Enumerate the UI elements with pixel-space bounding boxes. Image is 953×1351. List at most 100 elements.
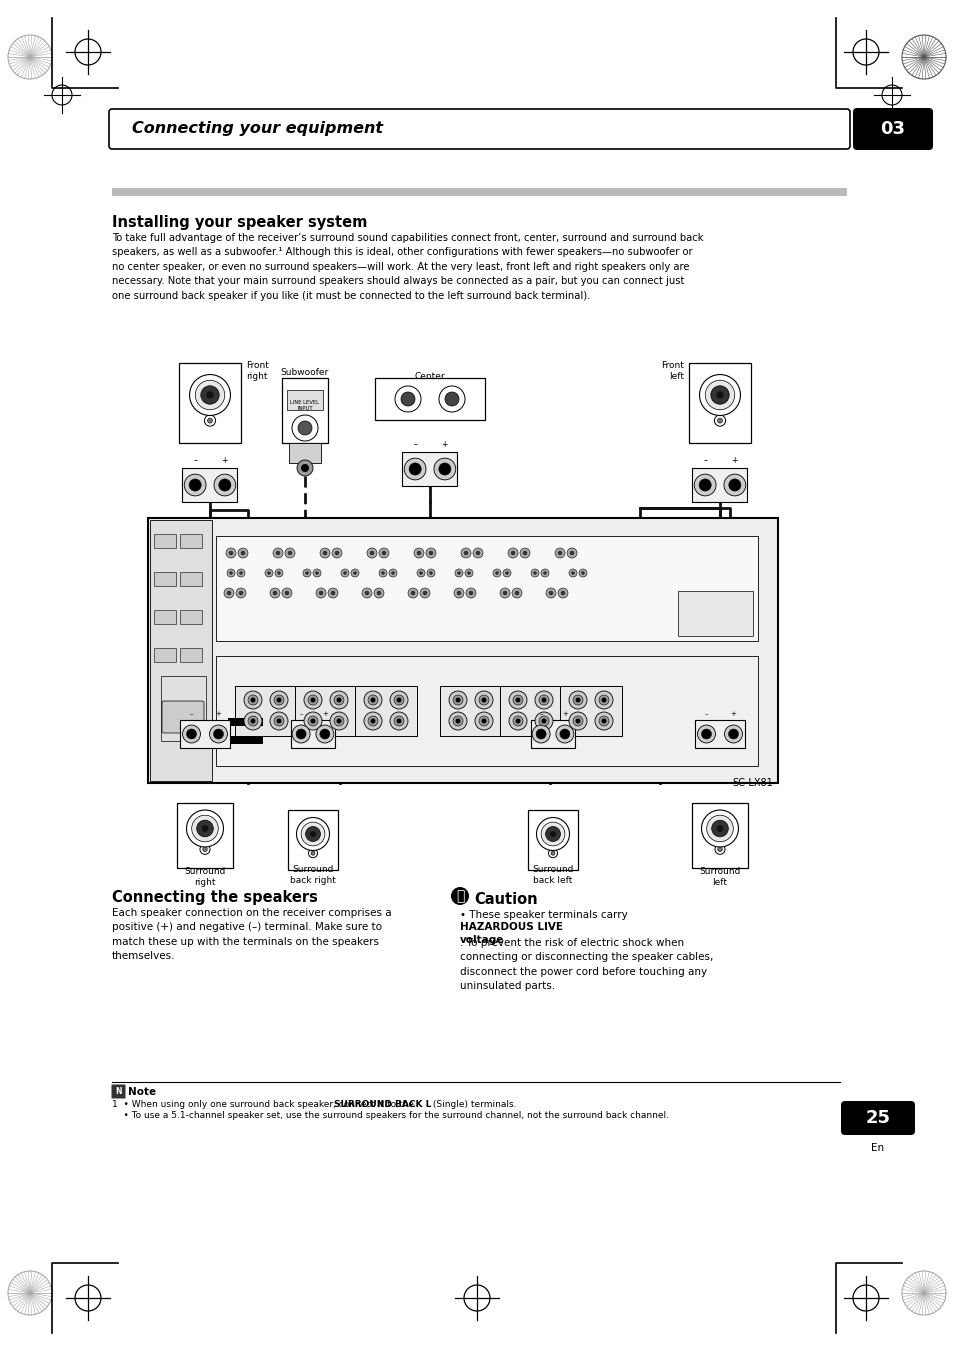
Circle shape xyxy=(468,590,473,596)
Circle shape xyxy=(509,712,526,730)
Bar xyxy=(179,363,241,443)
Text: Surround
back left: Surround back left xyxy=(532,865,573,885)
Circle shape xyxy=(456,590,460,596)
Circle shape xyxy=(481,719,486,724)
Bar xyxy=(282,378,328,443)
Bar xyxy=(161,676,206,740)
Circle shape xyxy=(204,415,215,426)
Circle shape xyxy=(310,719,315,724)
Circle shape xyxy=(284,590,289,596)
Text: Surround
back right: Surround back right xyxy=(290,865,335,885)
Circle shape xyxy=(389,569,396,577)
Circle shape xyxy=(601,719,606,724)
Circle shape xyxy=(408,588,417,598)
Circle shape xyxy=(213,474,235,496)
Circle shape xyxy=(244,712,262,730)
Bar xyxy=(289,443,320,463)
Circle shape xyxy=(218,478,231,492)
Circle shape xyxy=(475,690,493,709)
Circle shape xyxy=(213,730,223,739)
Circle shape xyxy=(296,459,313,476)
Bar xyxy=(527,811,578,870)
Circle shape xyxy=(545,827,559,842)
Circle shape xyxy=(318,590,323,596)
Circle shape xyxy=(270,690,288,709)
Circle shape xyxy=(267,571,271,574)
Circle shape xyxy=(568,690,586,709)
Text: To take full advantage of the receiver’s surround sound capabilities connect fro: To take full advantage of the receiver’s… xyxy=(112,232,702,301)
Circle shape xyxy=(449,690,467,709)
Circle shape xyxy=(502,569,511,577)
Circle shape xyxy=(464,569,473,577)
Circle shape xyxy=(274,694,284,705)
Circle shape xyxy=(334,694,344,705)
FancyBboxPatch shape xyxy=(112,1085,126,1098)
Circle shape xyxy=(481,697,486,703)
Circle shape xyxy=(274,716,284,725)
Bar xyxy=(287,390,323,409)
Circle shape xyxy=(538,716,548,725)
Text: +: + xyxy=(215,711,221,717)
Text: –: – xyxy=(702,457,706,465)
Circle shape xyxy=(416,551,421,555)
Circle shape xyxy=(331,590,335,596)
Text: +: + xyxy=(221,457,228,465)
Circle shape xyxy=(195,380,225,409)
Circle shape xyxy=(453,716,462,725)
Circle shape xyxy=(568,569,577,577)
Bar xyxy=(112,188,846,196)
Circle shape xyxy=(455,697,460,703)
Circle shape xyxy=(292,725,310,743)
Circle shape xyxy=(548,848,557,858)
Circle shape xyxy=(276,697,281,703)
Circle shape xyxy=(394,716,403,725)
Circle shape xyxy=(411,590,415,596)
Bar xyxy=(180,648,202,662)
Circle shape xyxy=(336,697,341,703)
Bar xyxy=(150,520,212,781)
Text: +: + xyxy=(441,440,448,449)
Circle shape xyxy=(376,590,381,596)
Circle shape xyxy=(558,551,561,555)
Circle shape xyxy=(513,716,522,725)
Text: –: – xyxy=(193,457,197,465)
Circle shape xyxy=(575,697,579,703)
Circle shape xyxy=(422,590,427,596)
Circle shape xyxy=(378,549,389,558)
Circle shape xyxy=(374,588,384,598)
Circle shape xyxy=(196,820,213,836)
Circle shape xyxy=(274,569,283,577)
Circle shape xyxy=(704,380,734,409)
Circle shape xyxy=(573,716,582,725)
Circle shape xyxy=(418,571,422,574)
Circle shape xyxy=(723,725,741,743)
Text: –: – xyxy=(190,711,193,717)
Circle shape xyxy=(427,569,435,577)
Circle shape xyxy=(203,847,207,851)
Circle shape xyxy=(454,588,463,598)
Circle shape xyxy=(201,825,208,832)
Circle shape xyxy=(449,712,467,730)
Circle shape xyxy=(276,719,281,724)
Circle shape xyxy=(400,392,415,407)
Circle shape xyxy=(182,725,200,743)
Circle shape xyxy=(390,712,408,730)
Circle shape xyxy=(237,549,248,558)
Circle shape xyxy=(463,551,468,555)
Text: Front
left: Front left xyxy=(660,361,683,381)
Bar xyxy=(692,467,747,503)
Circle shape xyxy=(571,571,575,574)
Circle shape xyxy=(239,571,243,574)
Circle shape xyxy=(706,815,733,842)
Circle shape xyxy=(714,415,725,426)
Circle shape xyxy=(270,712,288,730)
Text: 03: 03 xyxy=(880,120,904,138)
Bar xyxy=(234,686,296,736)
Circle shape xyxy=(395,386,420,412)
Text: Connecting the speakers: Connecting the speakers xyxy=(112,890,317,905)
Circle shape xyxy=(328,588,337,598)
Circle shape xyxy=(536,817,569,851)
Bar xyxy=(355,686,416,736)
Circle shape xyxy=(370,719,375,724)
Circle shape xyxy=(265,569,273,577)
